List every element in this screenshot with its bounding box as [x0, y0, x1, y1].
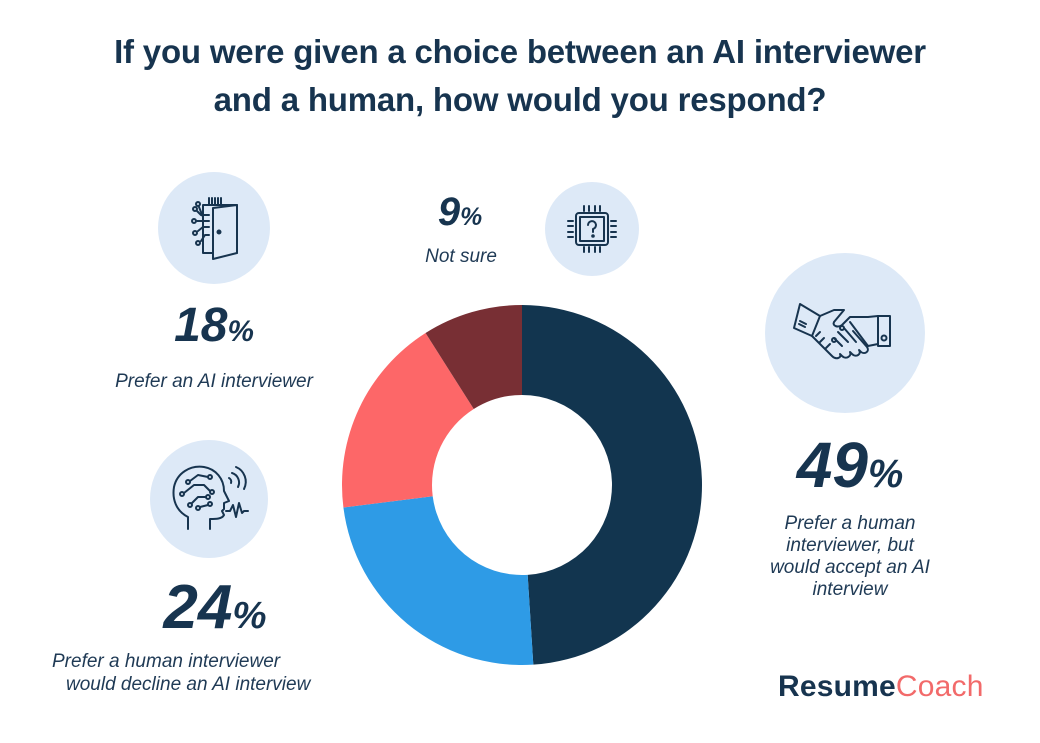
- brand-part-2: Coach: [895, 670, 984, 703]
- handshake-icon-badge: [765, 253, 925, 413]
- label-prefer-ai: Prefer an AI interviewer: [70, 370, 358, 393]
- chip-question-icon-badge: [545, 182, 639, 276]
- brand-logo: ResumeCoach: [778, 670, 984, 704]
- ai-head-speaking-icon: [172, 465, 249, 530]
- pct-prefer-ai: 18%: [150, 302, 278, 350]
- label-human-accept: Prefer a human interviewer, but would ac…: [745, 513, 955, 601]
- label-line: Prefer a human: [784, 513, 916, 534]
- chip-question-icon: [567, 205, 617, 253]
- label-line: would decline an AI interview: [66, 674, 311, 695]
- label-line: Prefer a human interviewer: [52, 651, 281, 672]
- pct-symbol: %: [227, 315, 254, 348]
- donut-segment-prefer-ai: [342, 333, 474, 508]
- ai-head-speaking-icon-badge: [150, 440, 268, 558]
- donut-segment-not-sure: [425, 305, 522, 410]
- pct-symbol: %: [232, 594, 267, 637]
- pct-number: 18: [174, 299, 228, 352]
- pct-number: 49: [796, 429, 868, 501]
- handshake-icon: [793, 303, 891, 360]
- label-not-sure: Not sure: [400, 245, 522, 268]
- circuit-door-icon-badge: [158, 172, 270, 284]
- pct-human-decline: 24%: [130, 577, 300, 639]
- label-line: would accept an AI: [770, 557, 930, 578]
- pct-not-sure: 9%: [420, 192, 500, 232]
- title-line-1: If you were given a choice between an AI…: [114, 33, 926, 70]
- pct-symbol: %: [460, 204, 483, 231]
- pct-number: 9: [437, 190, 461, 234]
- donut-segment-human-decline: [343, 496, 534, 665]
- label-line: Not sure: [425, 246, 497, 267]
- donut-chart: [342, 305, 702, 665]
- label-line: interview: [812, 579, 888, 600]
- chart-title: If you were given a choice between an AI…: [0, 28, 1040, 124]
- pct-human-accept: 49%: [770, 433, 930, 497]
- donut-segment-human-accept: [522, 305, 702, 665]
- pct-symbol: %: [867, 452, 904, 496]
- label-line: interviewer, but: [786, 535, 914, 556]
- pct-number: 24: [163, 573, 233, 642]
- circuit-door-icon: [191, 197, 238, 260]
- title-line-2: and a human, how would you respond?: [213, 81, 827, 118]
- brand-part-1: Resume: [778, 670, 896, 703]
- label-line: Prefer an AI interviewer: [115, 371, 313, 392]
- label-human-decline: Prefer a human interviewer would decline…: [40, 650, 370, 696]
